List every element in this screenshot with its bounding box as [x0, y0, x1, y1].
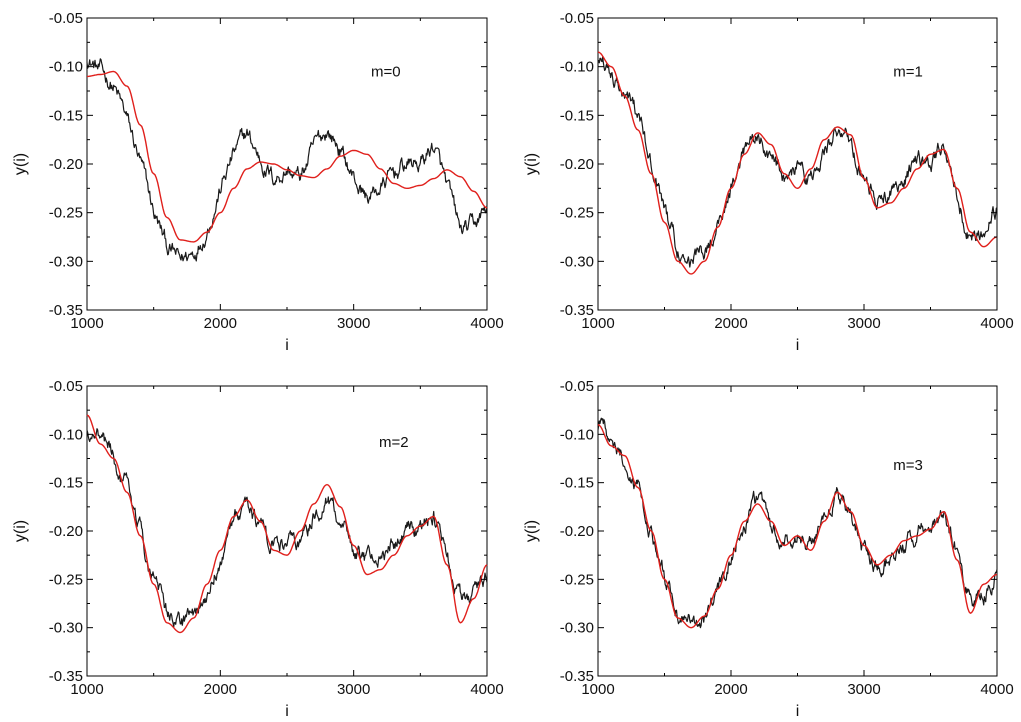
panel-label: m=1 — [893, 63, 923, 80]
y-tick-label: -0.25 — [560, 205, 594, 222]
y-tick-label: -0.35 — [560, 668, 594, 685]
y-tick-label: -0.05 — [49, 378, 83, 395]
y-axis-title: y(i) — [523, 520, 540, 542]
y-tick-label: -0.25 — [49, 205, 83, 222]
y-tick-label: -0.10 — [49, 59, 83, 76]
plot-frame — [597, 385, 998, 677]
x-tick-label: 4000 — [980, 681, 1013, 698]
x-axis-title: i — [796, 337, 800, 354]
y-tick-label: -0.30 — [49, 620, 83, 637]
x-tick-label: 2000 — [714, 315, 747, 332]
series-line-measured — [86, 428, 488, 628]
panel-label: m=0 — [371, 63, 401, 80]
x-tick-label: 4000 — [470, 315, 503, 332]
panel-label: m=2 — [379, 434, 409, 451]
y-axis-title: y(i) — [12, 153, 29, 175]
y-tick-label: -0.20 — [49, 523, 83, 540]
y-tick-label: -0.10 — [560, 59, 594, 76]
y-tick-label: -0.30 — [49, 253, 83, 270]
y-tick-label: -0.35 — [49, 302, 83, 319]
y-tick-label: -0.20 — [560, 523, 594, 540]
y-tick-label: -0.15 — [49, 107, 83, 124]
y-tick-label: -0.35 — [560, 302, 594, 319]
y-axis-title: y(i) — [12, 520, 29, 542]
x-tick-label: 4000 — [980, 315, 1013, 332]
x-tick-label: 1000 — [70, 681, 103, 698]
x-tick-label: 3000 — [847, 315, 880, 332]
series-line-measured — [597, 417, 998, 629]
y-tick-label: -0.15 — [560, 107, 594, 124]
plot-frame — [597, 17, 998, 311]
chart-panel-2: 1000 2000 3000 4000 -0.05 -0.10 -0.15 -0.20 -0.2… — [523, 10, 1014, 354]
y-tick-label: -0.05 — [49, 10, 83, 27]
y-tick-label: -0.35 — [49, 668, 83, 685]
series-line-fit — [87, 70, 488, 243]
x-tick-label: 3000 — [337, 315, 370, 332]
x-tick-label: 4000 — [470, 681, 503, 698]
series-line-fit — [86, 414, 488, 634]
y-tick-label: -0.30 — [560, 620, 594, 637]
y-axis-title: y(i) — [523, 153, 540, 175]
series-line-measured — [86, 58, 488, 262]
plot-frame — [86, 385, 488, 677]
x-axis-title: i — [285, 703, 289, 720]
y-tick-label: -0.30 — [560, 253, 594, 270]
series-line-measured — [597, 56, 998, 268]
chart-panel-1: 1000 2000 3000 4000 -0.05 -0.10 -0.15 -0.20 -0.2… — [12, 10, 504, 354]
chart-panel-3: 1000 2000 3000 4000 -0.05 -0.10 -0.15 -0.20 -0.2… — [12, 378, 504, 720]
y-tick-label: -0.20 — [560, 156, 594, 173]
y-tick-label: -0.15 — [560, 475, 594, 492]
chart-panel-4: 1000 2000 3000 4000 -0.05 -0.10 -0.15 -0.20 -0.2… — [523, 378, 1014, 720]
x-tick-label: 2000 — [204, 681, 237, 698]
x-axis-title: i — [796, 703, 800, 720]
x-tick-label: 3000 — [847, 681, 880, 698]
y-tick-label: -0.05 — [560, 10, 594, 27]
x-tick-label: 1000 — [70, 315, 103, 332]
y-tick-label: -0.25 — [49, 571, 83, 588]
x-tick-label: 2000 — [204, 315, 237, 332]
plot-frame — [86, 17, 488, 311]
y-tick-label: -0.20 — [49, 156, 83, 173]
x-axis-title: i — [285, 337, 289, 354]
y-tick-label: -0.15 — [49, 475, 83, 492]
x-tick-label: 3000 — [337, 681, 370, 698]
x-tick-label: 1000 — [581, 315, 614, 332]
x-tick-label: 1000 — [581, 681, 614, 698]
y-tick-label: -0.25 — [560, 571, 594, 588]
y-tick-label: -0.05 — [560, 378, 594, 395]
panel-label: m=3 — [893, 457, 923, 474]
series-line-fit — [597, 424, 998, 629]
x-tick-label: 2000 — [714, 681, 747, 698]
y-tick-label: -0.10 — [560, 426, 594, 443]
series-line-fit — [597, 51, 998, 275]
y-tick-label: -0.10 — [49, 426, 83, 443]
